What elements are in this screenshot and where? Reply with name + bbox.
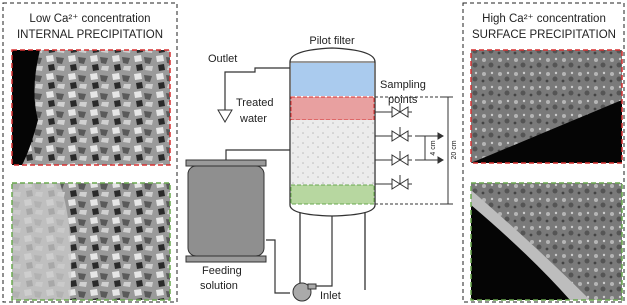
label: points xyxy=(388,94,418,106)
panel-subtitle: SURFACE PRECIPITATION xyxy=(472,29,616,41)
label: Sampling xyxy=(380,79,426,91)
pipe xyxy=(226,150,290,160)
label: Treated xyxy=(236,97,274,109)
label: water xyxy=(239,113,267,125)
micrograph xyxy=(471,50,622,163)
figure: Low Ca²⁺ concentration INTERNAL PRECIPIT… xyxy=(0,0,627,305)
panel-subtitle: INTERNAL PRECIPITATION xyxy=(17,29,163,41)
arrow xyxy=(218,110,232,122)
dimension-lines xyxy=(375,97,455,204)
label: Pilot filter xyxy=(309,35,355,47)
dimension-label: 20 cm xyxy=(451,140,458,159)
feeding-tank xyxy=(186,160,266,262)
panel-title: High Ca²⁺ concentration xyxy=(482,13,606,25)
label: Inlet xyxy=(320,290,341,302)
dimension-label: 4 cm xyxy=(430,140,437,155)
pump xyxy=(293,216,332,301)
label: Feeding xyxy=(202,265,242,277)
panel-title: Low Ca²⁺ concentration xyxy=(29,13,150,25)
micrograph xyxy=(12,183,170,300)
label: Outlet xyxy=(208,53,237,65)
micrograph xyxy=(12,50,170,165)
pipe xyxy=(266,240,290,293)
label: solution xyxy=(200,280,238,292)
micrograph xyxy=(471,183,622,300)
